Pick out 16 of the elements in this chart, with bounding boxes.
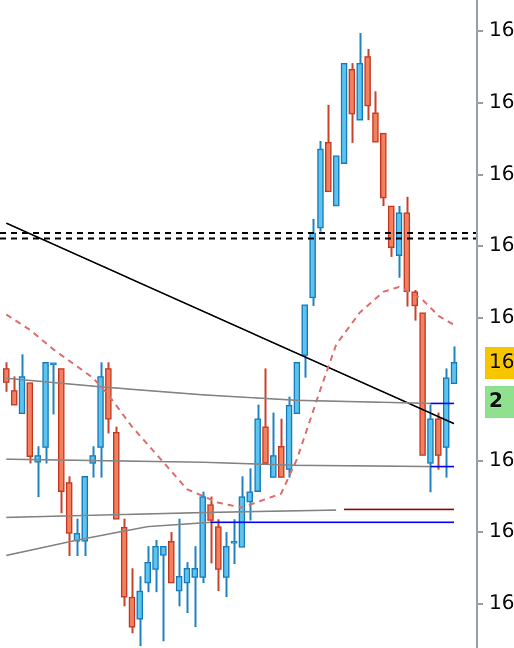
text: 16 bbox=[489, 349, 514, 374]
text: 16 bbox=[489, 590, 514, 614]
text: 16 bbox=[489, 304, 514, 328]
text: 16 bbox=[489, 518, 514, 542]
text: 16 bbox=[489, 89, 514, 114]
text: 16 bbox=[489, 447, 514, 472]
text: 16 bbox=[489, 17, 514, 42]
text: 2 bbox=[489, 388, 503, 412]
candlestick bbox=[10, 375, 18, 406]
candlestick bbox=[207, 496, 214, 564]
candlestick bbox=[160, 545, 167, 642]
candlestick bbox=[176, 518, 182, 608]
text: 16 bbox=[489, 232, 514, 256]
text: 16 bbox=[489, 161, 514, 186]
candlestick bbox=[2, 361, 10, 393]
candlestick bbox=[450, 345, 458, 385]
